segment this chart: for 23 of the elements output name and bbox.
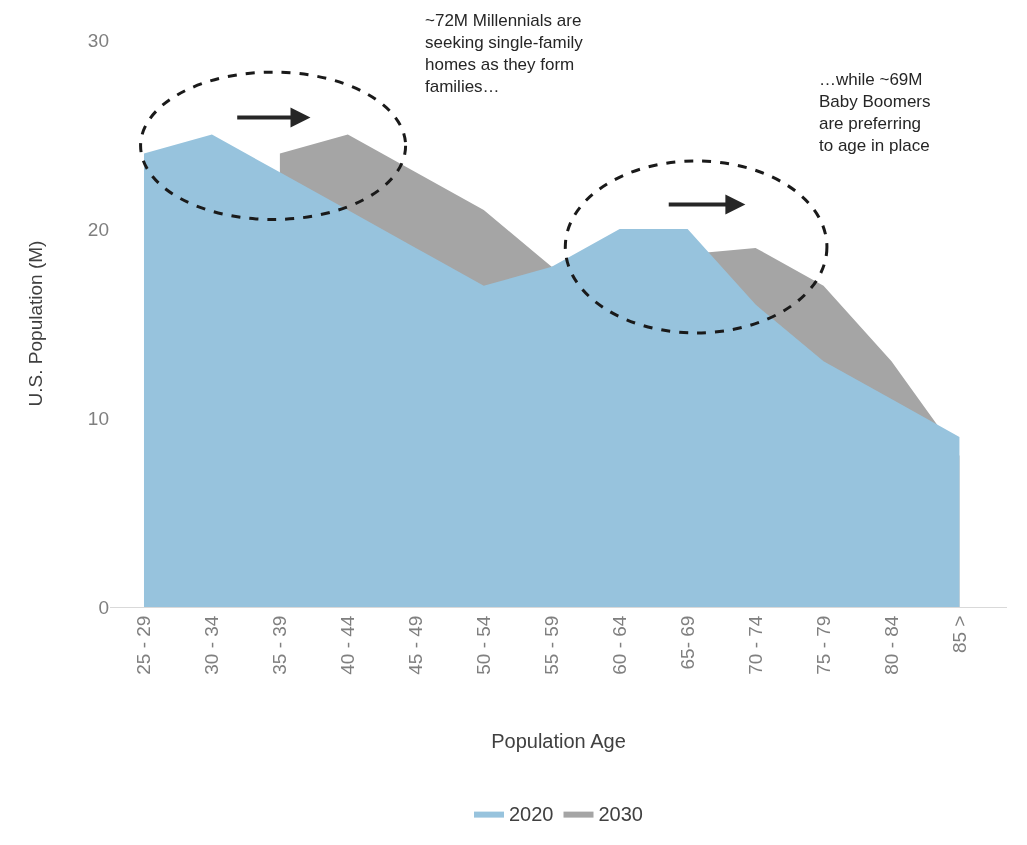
x-tick-label: 70 - 74 bbox=[744, 615, 766, 675]
y-tick-label: 0 bbox=[98, 596, 109, 618]
annotation: …while ~69M Baby Boomers are preferring to age in place bbox=[819, 70, 931, 156]
x-tick-label: 30 - 34 bbox=[201, 615, 223, 675]
legend-label: 2020 bbox=[509, 803, 554, 826]
y-tick-label: 30 bbox=[87, 29, 109, 51]
legend-label: 2030 bbox=[598, 803, 643, 826]
x-tick-label: 55 - 59 bbox=[540, 615, 562, 675]
x-tick-label: 80 - 84 bbox=[880, 615, 902, 675]
y-axis-title: U.S. Population (M) bbox=[24, 240, 46, 407]
x-axis-title: Population Age bbox=[491, 730, 626, 753]
x-tick-label: 25 - 29 bbox=[133, 615, 155, 675]
x-tick-label: 40 - 44 bbox=[337, 615, 359, 675]
x-tick-label: 85 > bbox=[948, 615, 970, 654]
x-tick-label: 50 - 54 bbox=[472, 615, 494, 675]
annotation: ~72M Millennials are seeking single-family homes as they form families… bbox=[425, 11, 584, 97]
x-tick-label: 45 - 49 bbox=[404, 615, 426, 675]
x-tick-label: 35 - 39 bbox=[269, 615, 291, 675]
y-tick-label: 20 bbox=[87, 218, 109, 240]
x-tick-label: 75 - 79 bbox=[812, 615, 834, 675]
y-tick-label: 10 bbox=[87, 407, 109, 429]
x-tick-label: 65- 69 bbox=[676, 615, 698, 670]
x-tick-label: 60 - 64 bbox=[608, 615, 630, 675]
